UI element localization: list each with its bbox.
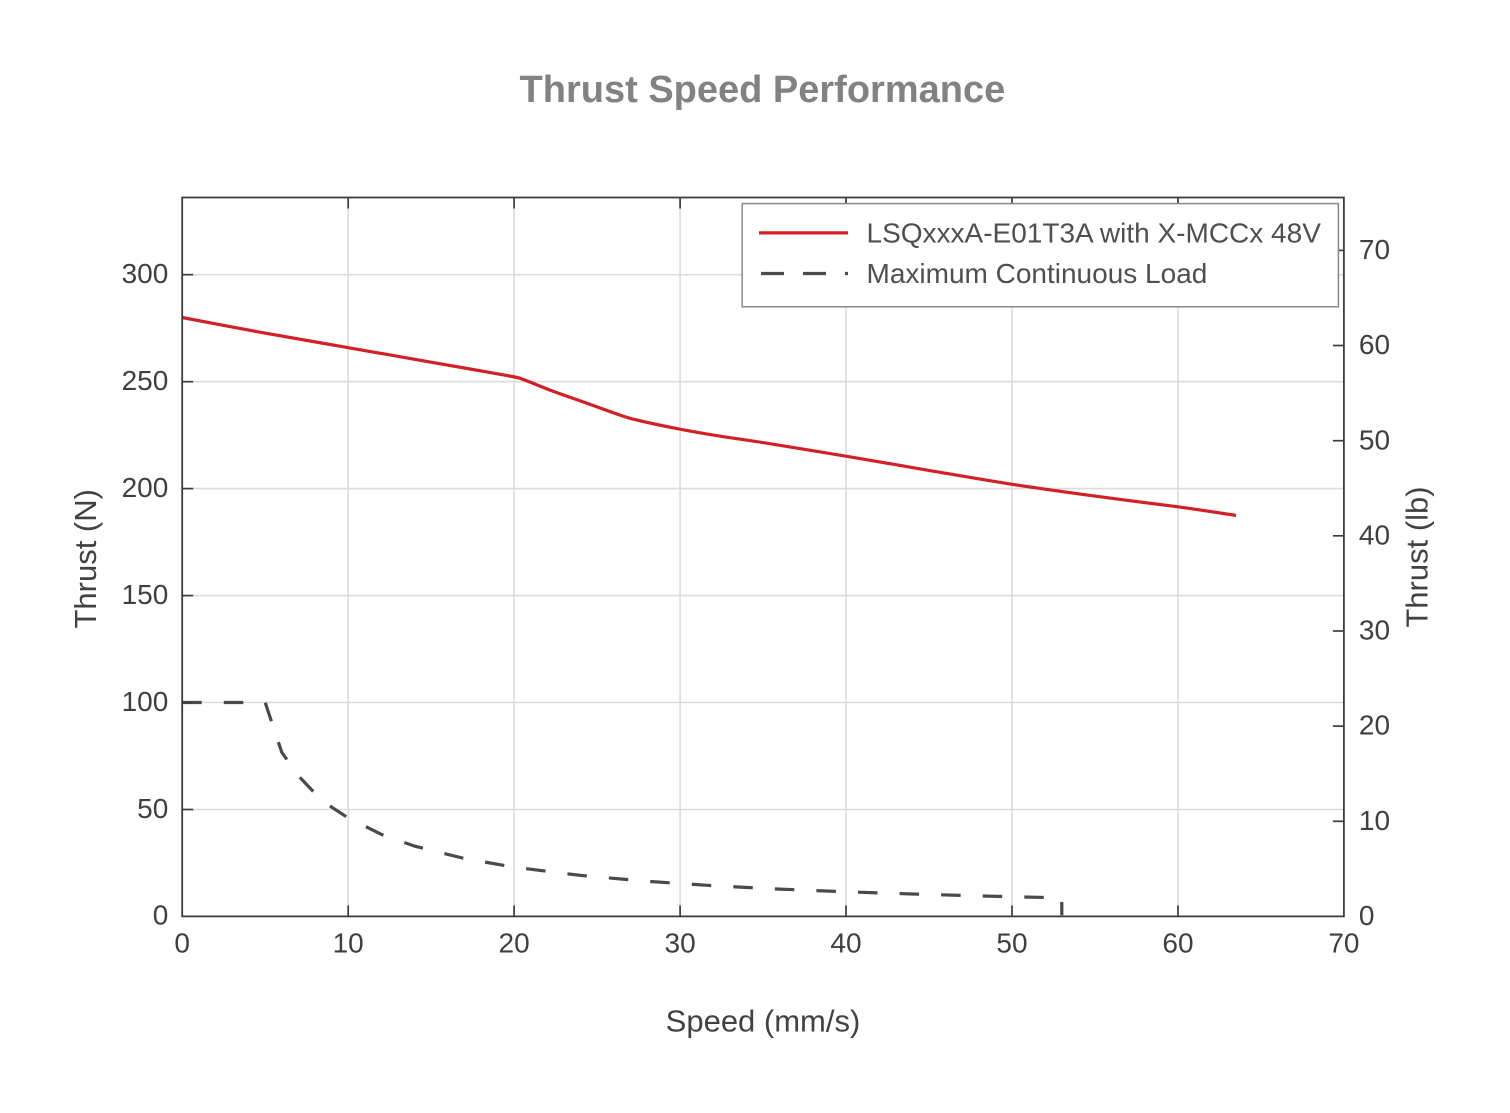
svg-text:60: 60 [1162, 927, 1193, 958]
svg-text:60: 60 [1359, 329, 1390, 360]
svg-text:40: 40 [1359, 519, 1390, 550]
svg-text:50: 50 [1359, 424, 1390, 455]
svg-text:Maximum Continuous Load: Maximum Continuous Load [867, 258, 1208, 289]
svg-text:300: 300 [122, 258, 169, 289]
svg-text:30: 30 [665, 927, 696, 958]
svg-text:70: 70 [1328, 927, 1359, 958]
svg-text:0: 0 [1359, 900, 1375, 931]
svg-text:Thrust (N): Thrust (N) [68, 489, 103, 629]
svg-text:200: 200 [122, 472, 169, 503]
svg-text:Speed (mm/s): Speed (mm/s) [666, 1004, 861, 1039]
svg-text:0: 0 [174, 927, 190, 958]
svg-text:40: 40 [830, 927, 861, 958]
svg-text:50: 50 [137, 793, 168, 824]
svg-text:Thrust Speed Performance: Thrust Speed Performance [520, 69, 1006, 111]
svg-text:10: 10 [333, 927, 364, 958]
svg-text:LSQxxxA-E01T3A with X-MCCx 48V: LSQxxxA-E01T3A with X-MCCx 48V [867, 217, 1322, 248]
svg-text:Thrust (lb): Thrust (lb) [1400, 486, 1435, 627]
svg-text:70: 70 [1359, 234, 1390, 265]
svg-text:150: 150 [122, 579, 169, 610]
svg-text:30: 30 [1359, 615, 1390, 646]
svg-text:50: 50 [996, 927, 1027, 958]
svg-text:250: 250 [122, 365, 169, 396]
svg-text:20: 20 [499, 927, 530, 958]
svg-text:100: 100 [122, 686, 169, 717]
svg-text:20: 20 [1359, 710, 1390, 741]
svg-text:10: 10 [1359, 805, 1390, 836]
svg-text:0: 0 [153, 900, 169, 931]
